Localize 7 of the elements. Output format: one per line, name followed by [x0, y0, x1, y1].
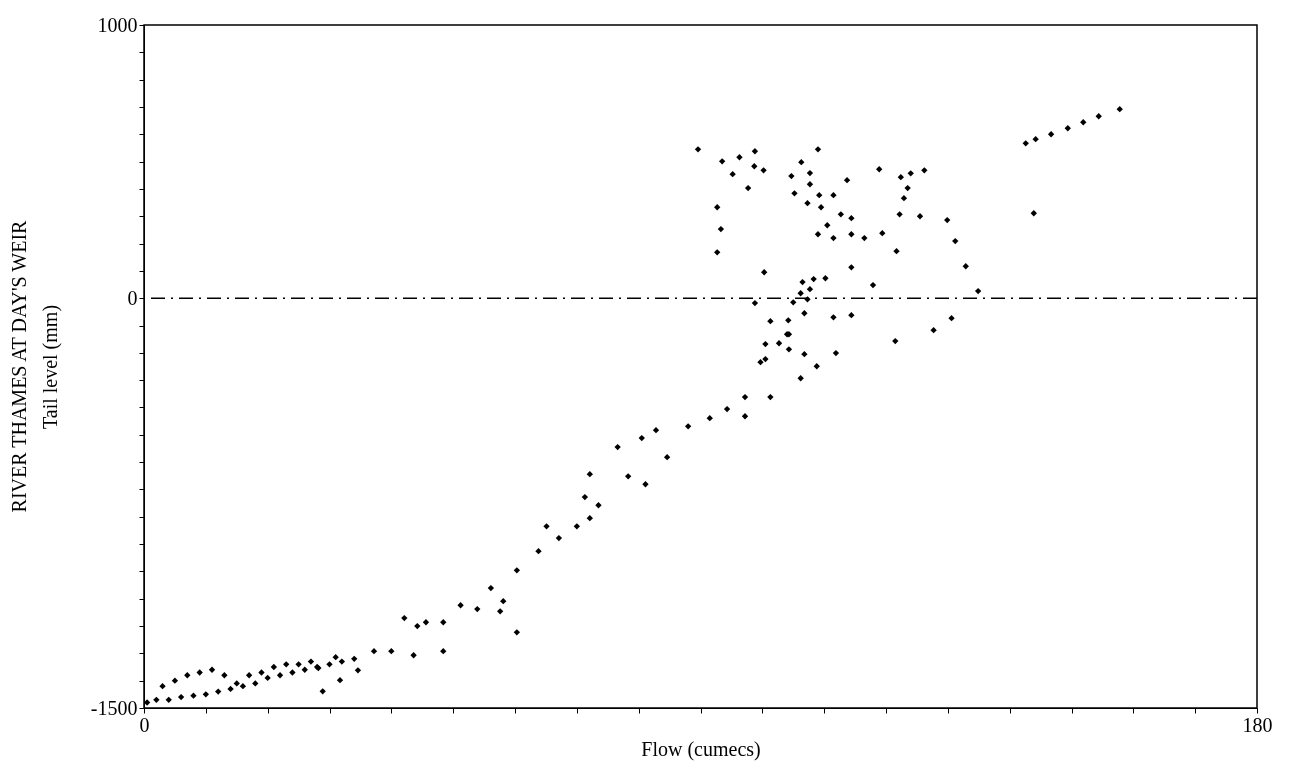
x-tick-label: 180 [1242, 713, 1273, 736]
x-axis-title: Flow (cumecs) [641, 737, 761, 761]
y-tick-label: 0 [127, 286, 138, 309]
y-tick-label: -1500 [90, 696, 138, 719]
y-tick-label: 1000 [97, 13, 138, 36]
text: RIVER THAMES AT DAY'S WEIR [8, 219, 31, 513]
y-axis-title: Tail level (mm) [38, 304, 62, 430]
